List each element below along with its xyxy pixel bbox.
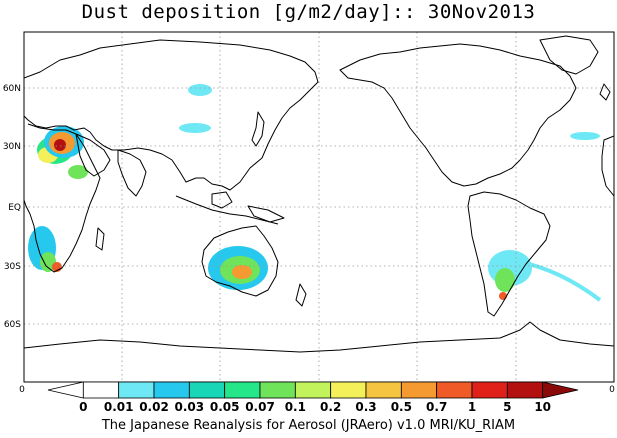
colorbar-tick-label: 0.03 [175, 400, 205, 414]
lat-label-eq: EQ [8, 203, 21, 213]
colorbar-segment [294, 381, 332, 399]
colorbar-tick-label: 0.2 [320, 400, 341, 414]
colorbar-segment [436, 381, 473, 399]
colorbar-segment [259, 381, 296, 399]
colorbar-segment [47, 381, 84, 399]
colorbar [47, 381, 579, 399]
colorbar-tick-label: 0.07 [245, 400, 275, 414]
coast-new-zealand [295, 283, 307, 307]
colorbar-tick-label: 0.3 [355, 400, 376, 414]
colorbar-segment [506, 381, 544, 399]
dust-patch-australia-core [232, 265, 252, 279]
colorbar-tick-label: 0.05 [210, 400, 240, 414]
colorbar-tick-label: 0.01 [104, 400, 134, 414]
coast-madagascar [95, 227, 105, 251]
colorbar-segment [471, 381, 508, 399]
dust-patch-horn [68, 165, 88, 179]
coastlines [24, 35, 614, 353]
axis-left-end-label: 0 [19, 385, 25, 395]
colorbar-segment [542, 381, 579, 399]
coast-new-guinea [247, 205, 285, 223]
dust-shading [28, 84, 602, 302]
coast-north-america [339, 43, 577, 187]
dust-patch-north-atlantic [570, 132, 600, 140]
coast-australia [201, 225, 279, 297]
coast-europe-asia [24, 39, 319, 191]
coast-antarctica [24, 321, 614, 353]
colorbar-segment [82, 381, 120, 399]
coast-japan [251, 111, 265, 147]
lat-label-60n: 60N [3, 84, 21, 94]
coast-india [117, 149, 147, 197]
coast-uk [599, 83, 611, 101]
coast-south-america [467, 191, 551, 317]
colorbar-labels: 0 0.01 0.02 0.03 0.05 0.07 0.1 0.2 0.3 0.5 0.7 1 5 10 [79, 400, 551, 414]
footer-credit: The Japanese Reanalysis for Aerosol (JRA… [101, 418, 516, 433]
colorbar-tick-label: 0.5 [391, 400, 412, 414]
colorbar-segment [400, 381, 438, 399]
dust-patch-arabia-core [54, 139, 66, 151]
lat-label-30n: 30N [3, 142, 21, 152]
colorbar-segment [118, 381, 155, 399]
lat-label-30s: 30S [4, 262, 21, 272]
lat-label-60s: 60S [4, 320, 21, 330]
dust-patch-patagonia-mid [495, 268, 515, 292]
colorbar-tick-label: 5 [503, 400, 511, 414]
axis-right-end-label: 0 [609, 385, 615, 395]
colorbar-tick-label: 0.7 [426, 400, 447, 414]
colorbar-tick-label: 0.02 [139, 400, 169, 414]
coast-borneo [211, 191, 233, 209]
colorbar-tick-label: 10 [534, 400, 551, 414]
coast-west-africa-right [601, 135, 614, 197]
colorbar-segment [188, 381, 226, 399]
colorbar-tick-label: 1 [468, 400, 476, 414]
dust-patch-patagonia-core [499, 292, 507, 300]
colorbar-segment [224, 381, 261, 399]
graticule [24, 32, 614, 382]
coast-greenland [539, 35, 599, 75]
dust-plume-atlantic [519, 260, 602, 302]
dust-patch-mongolia [188, 84, 212, 96]
coast-arabia [75, 133, 111, 177]
colorbar-tick-label: 0 [79, 400, 87, 414]
colorbar-segment [330, 381, 367, 399]
colorbar-segment [365, 381, 402, 399]
dust-patch-taklimakan [179, 123, 211, 133]
colorbar-segment [153, 381, 190, 399]
coast-africa [24, 123, 101, 273]
coast-indonesia [175, 195, 279, 225]
colorbar-tick-label: 0.1 [285, 400, 306, 414]
latitude-labels: 60N 30N EQ 30S 60S [3, 84, 21, 330]
map-title: Dust deposition [g/m2/day]:: 30Nov2013 [81, 1, 536, 23]
